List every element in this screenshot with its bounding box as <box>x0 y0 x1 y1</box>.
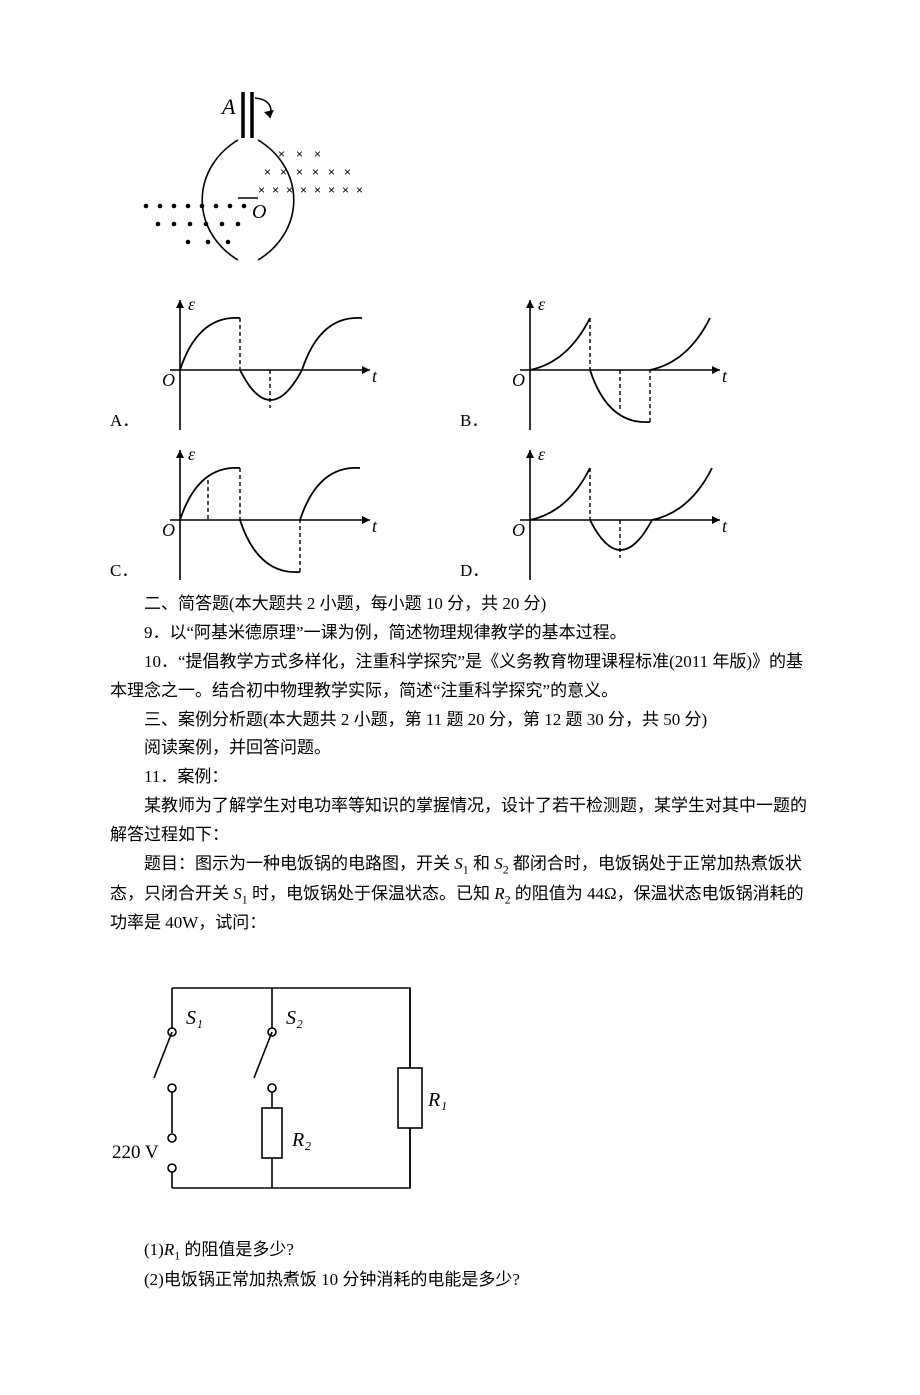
svg-text:×: × <box>280 165 287 179</box>
circuit-S1: S₁ <box>186 1007 203 1029</box>
svg-text:t: t <box>722 366 728 386</box>
svg-text:×: × <box>314 147 321 161</box>
option-row-1: A． ε t O B． <box>110 290 810 440</box>
circuit-voltage: 220 V <box>112 1142 159 1163</box>
svg-text:O: O <box>162 370 175 390</box>
option-label-B: B． <box>460 407 490 440</box>
graph-C: ε t O <box>140 440 390 590</box>
circuit-R1: R₁ <box>427 1089 447 1111</box>
label-O: O <box>252 201 266 223</box>
label-A: A <box>220 94 236 119</box>
circuit-S2: S₂ <box>286 1007 303 1029</box>
option-label-D: D． <box>460 557 490 590</box>
graph-B: ε t O <box>490 290 740 440</box>
option-C: C． ε t O <box>110 440 460 590</box>
svg-text:×: × <box>300 183 307 197</box>
svg-text:O: O <box>162 520 175 540</box>
svg-text:×: × <box>272 183 279 197</box>
svg-text:ε: ε <box>188 444 196 464</box>
top-figure: A ××× ×××××× ×××××××× <box>110 90 810 270</box>
q11-p1: 某教师为了解学生对电功率等知识的掌握情况，设计了若干检测题，某学生对其中一题的解… <box>110 792 810 850</box>
q11-p2-pre: 题目：图示为一种电饭锅的电路图，开关 <box>144 854 454 873</box>
option-label-C: C． <box>110 557 140 590</box>
svg-text:×: × <box>296 165 303 179</box>
svg-text:×: × <box>342 183 349 197</box>
svg-text:×: × <box>328 165 335 179</box>
q11-p2: 题目：图示为一种电饭锅的电路图，开关 S1 和 S2 都闭合时，电饭锅处于正常加… <box>110 850 810 938</box>
svg-text:ε: ε <box>188 294 196 314</box>
circuit-R2: R₂ <box>291 1129 311 1151</box>
svg-text:×: × <box>296 147 303 161</box>
svg-text:O: O <box>512 520 525 540</box>
option-D: D． ε t O <box>460 440 810 590</box>
option-label-A: A． <box>110 407 140 440</box>
q9: 9．以“阿基米德原理”一课为例，简述物理规律教学的基本过程。 <box>110 619 810 648</box>
svg-text:O: O <box>512 370 525 390</box>
q11-S2a: S <box>494 854 503 873</box>
graph-A: ε t O <box>140 290 390 440</box>
cross-region: ××× ×××××× ×××××××× <box>258 140 363 260</box>
q11-and: 和 <box>469 854 495 873</box>
q11-S1a: S <box>454 854 463 873</box>
section3-header: 三、案例分析题(本大题共 2 小题，第 11 题 20 分，第 12 题 30 … <box>110 706 810 735</box>
q11-p2-mid2: 时，电饭锅处于保温状态。已知 <box>248 884 495 903</box>
read-case: 阅读案例，并回答问题。 <box>110 734 810 763</box>
svg-text:×: × <box>356 183 363 197</box>
q11-label: 11．案例： <box>110 763 810 792</box>
dot-region <box>144 140 247 260</box>
graph-D: ε t O <box>490 440 740 590</box>
svg-text:t: t <box>722 516 728 536</box>
svg-text:×: × <box>312 165 319 179</box>
svg-text:×: × <box>328 183 335 197</box>
q10: 10．“提倡教学方式多样化，注重科学探究”是《义务教育物理课程标准(2011 年… <box>110 648 810 706</box>
q11-S1b: S <box>233 884 242 903</box>
q11-sub1-R1: R <box>164 1240 174 1259</box>
svg-text:×: × <box>278 147 285 161</box>
section2-header: 二、简答题(本大题共 2 小题，每小题 10 分，共 20 分) <box>110 590 810 619</box>
svg-text:ε: ε <box>538 444 546 464</box>
q11-sub2: (2)电饭锅正常加热煮饭 10 分钟消耗的电能是多少? <box>110 1266 810 1295</box>
svg-text:×: × <box>286 183 293 197</box>
magnet-pointer-svg: A ××× ×××××× ×××××××× <box>110 90 410 270</box>
svg-text:×: × <box>344 165 351 179</box>
page: A ××× ×××××× ×××××××× <box>0 0 920 1395</box>
option-A: A． ε t O <box>110 290 460 440</box>
svg-text:×: × <box>258 183 265 197</box>
q11-R2: R <box>494 884 504 903</box>
q11-sub1-pre: (1) <box>144 1240 164 1259</box>
svg-text:×: × <box>314 183 321 197</box>
svg-text:t: t <box>372 366 378 386</box>
circuit-svg: S₁ S₂ R₂ R₁ 220 V <box>110 958 450 1218</box>
option-B: B． ε t O <box>460 290 810 440</box>
svg-text:×: × <box>264 165 271 179</box>
q11-sub1-post: 的阻值是多少? <box>180 1240 294 1259</box>
svg-text:ε: ε <box>538 294 546 314</box>
circuit-figure: S₁ S₂ R₂ R₁ 220 V <box>110 958 810 1218</box>
svg-text:t: t <box>372 516 378 536</box>
q11-sub1: (1)R1 的阻值是多少? <box>110 1236 810 1266</box>
option-row-2: C． ε t O D． <box>110 440 810 590</box>
